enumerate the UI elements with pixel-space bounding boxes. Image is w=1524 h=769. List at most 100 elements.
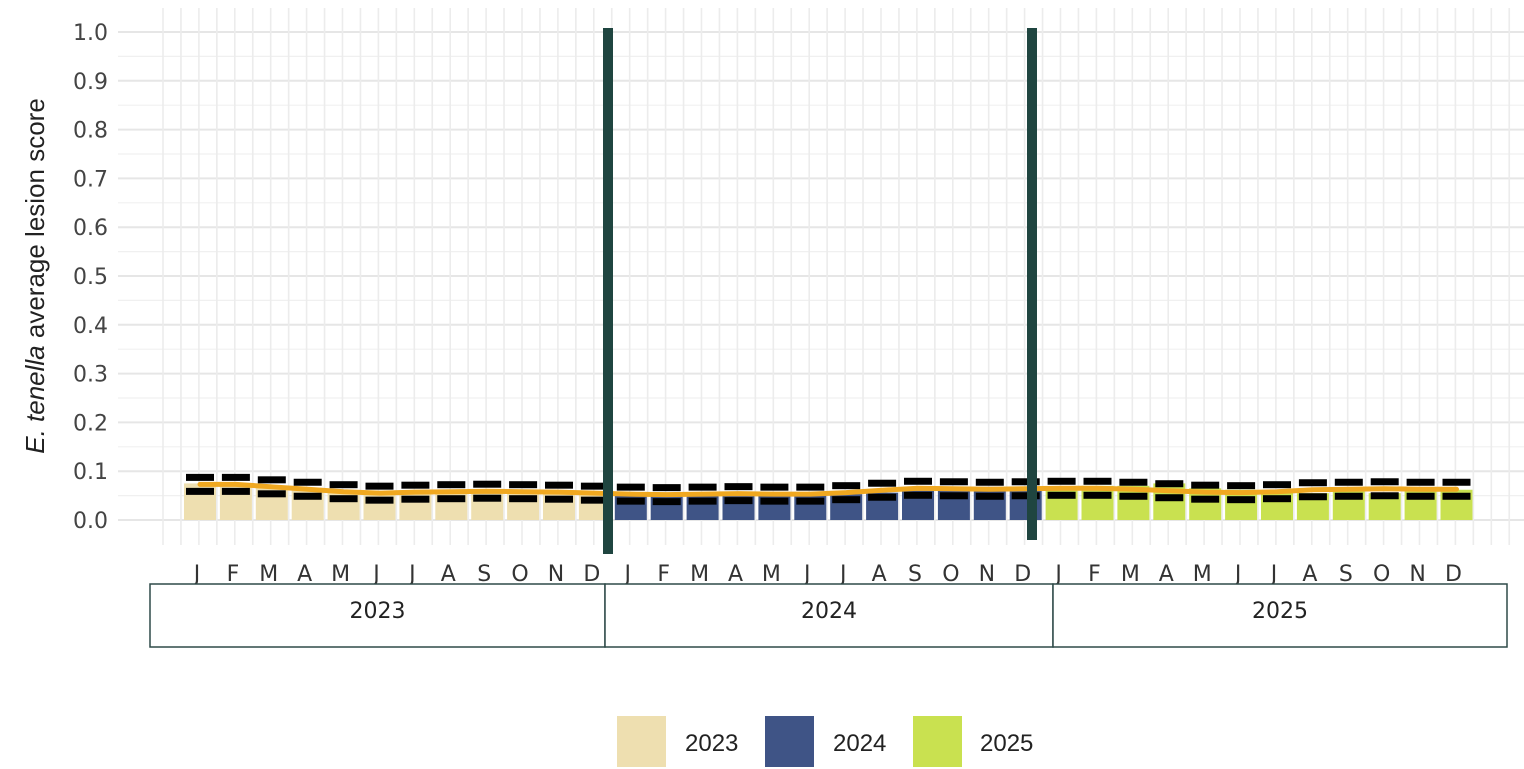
- month-label: S: [477, 562, 491, 587]
- month-label: J: [192, 562, 201, 587]
- y-tick-label: 0.0: [73, 509, 108, 534]
- month-label: N: [548, 562, 564, 587]
- interval-mark-upper: [1406, 478, 1435, 486]
- y-tick-label: 0.3: [73, 363, 108, 388]
- y-tick-label: 0.5: [73, 265, 108, 290]
- interval-mark-lower: [1334, 492, 1363, 500]
- interval-mark-upper: [868, 479, 897, 487]
- interval-mark-upper: [616, 483, 645, 491]
- month-label: M: [1193, 562, 1212, 587]
- interval-mark-upper: [760, 483, 789, 491]
- bar-2023-11: [543, 490, 575, 520]
- month-label: M: [690, 562, 709, 587]
- month-label: A: [728, 562, 743, 587]
- month-label: O: [511, 562, 528, 587]
- month-label: A: [297, 562, 312, 587]
- interval-mark-upper: [437, 481, 466, 489]
- legend-swatch-2023: [617, 716, 666, 767]
- legend-label: 2024: [833, 730, 886, 757]
- interval-mark-upper: [796, 483, 825, 491]
- bar-2023-5: [327, 490, 360, 520]
- legend-swatch-2025: [913, 716, 962, 767]
- interval-mark-lower: [1442, 492, 1471, 500]
- interval-mark-upper: [186, 473, 214, 481]
- legend: 2023 2024 2025: [617, 716, 1033, 767]
- interval-mark-upper: [904, 477, 932, 485]
- interval-mark-lower: [1298, 493, 1327, 501]
- interval-mark-lower: [257, 490, 286, 498]
- y-tick-label: 0.4: [73, 314, 108, 339]
- interval-mark-lower: [365, 496, 394, 504]
- interval-mark-lower: [616, 497, 645, 505]
- month-label: J: [838, 562, 847, 587]
- interval-mark-lower: [1263, 495, 1291, 503]
- interval-mark-upper: [545, 481, 573, 489]
- y-tick-label: 1.0: [73, 21, 108, 46]
- interval-mark-upper: [1370, 478, 1399, 486]
- month-label: J: [802, 562, 811, 587]
- y-tick-label: 0.7: [73, 167, 108, 192]
- month-label: D: [1014, 562, 1031, 587]
- y-tick-label: 0.8: [73, 119, 108, 144]
- interval-mark-lower: [1155, 494, 1184, 502]
- interval-mark-upper: [473, 480, 502, 488]
- interval-mark-upper: [580, 482, 609, 490]
- interval-mark-lower: [1406, 492, 1435, 500]
- month-label: J: [407, 562, 416, 587]
- y-tick-label: 0.9: [73, 70, 108, 95]
- y-axis-title-italic: E. tenella: [20, 345, 50, 453]
- interval-mark-upper: [1298, 479, 1327, 487]
- interval-mark-upper: [329, 481, 358, 489]
- legend-label: 2025: [980, 730, 1033, 757]
- interval-mark-lower: [401, 495, 430, 503]
- y-tick-label: 0.1: [73, 460, 108, 485]
- month-label: M: [331, 562, 350, 587]
- interval-mark-lower: [1191, 495, 1220, 503]
- interval-mark-lower: [1083, 491, 1112, 499]
- bar-2025-2: [1081, 485, 1114, 520]
- month-label: F: [227, 562, 240, 587]
- trend-line: [197, 481, 1459, 498]
- interval-mark-upper: [509, 481, 538, 489]
- interval-mark-lower: [652, 498, 681, 506]
- year-strip-label: 2024: [801, 599, 857, 624]
- interval-mark-lower: [1119, 492, 1148, 500]
- interval-mark-lower: [545, 495, 573, 503]
- month-label: A: [441, 562, 456, 587]
- y-axis-ticks: 0.0 0.1 0.2 0.3 0.4 0.5 0.6 0.7 0.8 0.9 1.0: [73, 21, 108, 534]
- month-label: F: [657, 562, 670, 587]
- interval-mark-upper: [1227, 482, 1256, 490]
- interval-mark-lower: [329, 495, 358, 503]
- interval-mark-lower: [1227, 496, 1256, 504]
- interval-mark-lower: [724, 497, 753, 505]
- interval-mark-upper: [1191, 481, 1220, 489]
- y-axis-title-rest: average lesion score: [20, 98, 50, 345]
- year-dividers: [603, 28, 1037, 554]
- interval-mark-lower: [186, 487, 214, 495]
- interval-mark-lower: [796, 497, 825, 505]
- trend-layer: [197, 481, 1459, 498]
- interval-mark-upper: [1155, 480, 1184, 488]
- interval-mark-upper: [975, 478, 1004, 486]
- month-label: J: [1233, 562, 1242, 587]
- interval-mark-upper: [1442, 478, 1471, 486]
- interval-mark-lower: [293, 492, 322, 500]
- month-label: A: [872, 562, 887, 587]
- month-label: M: [259, 562, 278, 587]
- legend-label: 2023: [685, 730, 738, 757]
- interval-mark-upper: [1263, 481, 1291, 489]
- interval-mark-lower: [760, 497, 789, 505]
- interval-mark-upper: [401, 481, 430, 489]
- month-label: S: [908, 562, 922, 587]
- month-label: D: [1445, 562, 1462, 587]
- month-label: S: [1339, 562, 1353, 587]
- month-label: O: [1373, 562, 1390, 587]
- year-strip-2024: [604, 583, 1054, 648]
- y-axis-title: E. tenella average lesion score: [20, 98, 50, 454]
- interval-mark-lower: [868, 493, 897, 501]
- interval-mark-lower: [580, 496, 609, 504]
- interval-mark-upper: [1047, 477, 1076, 485]
- interval-mark-upper: [832, 482, 861, 490]
- month-label: J: [1053, 562, 1062, 587]
- bar-2024-5: [758, 493, 791, 520]
